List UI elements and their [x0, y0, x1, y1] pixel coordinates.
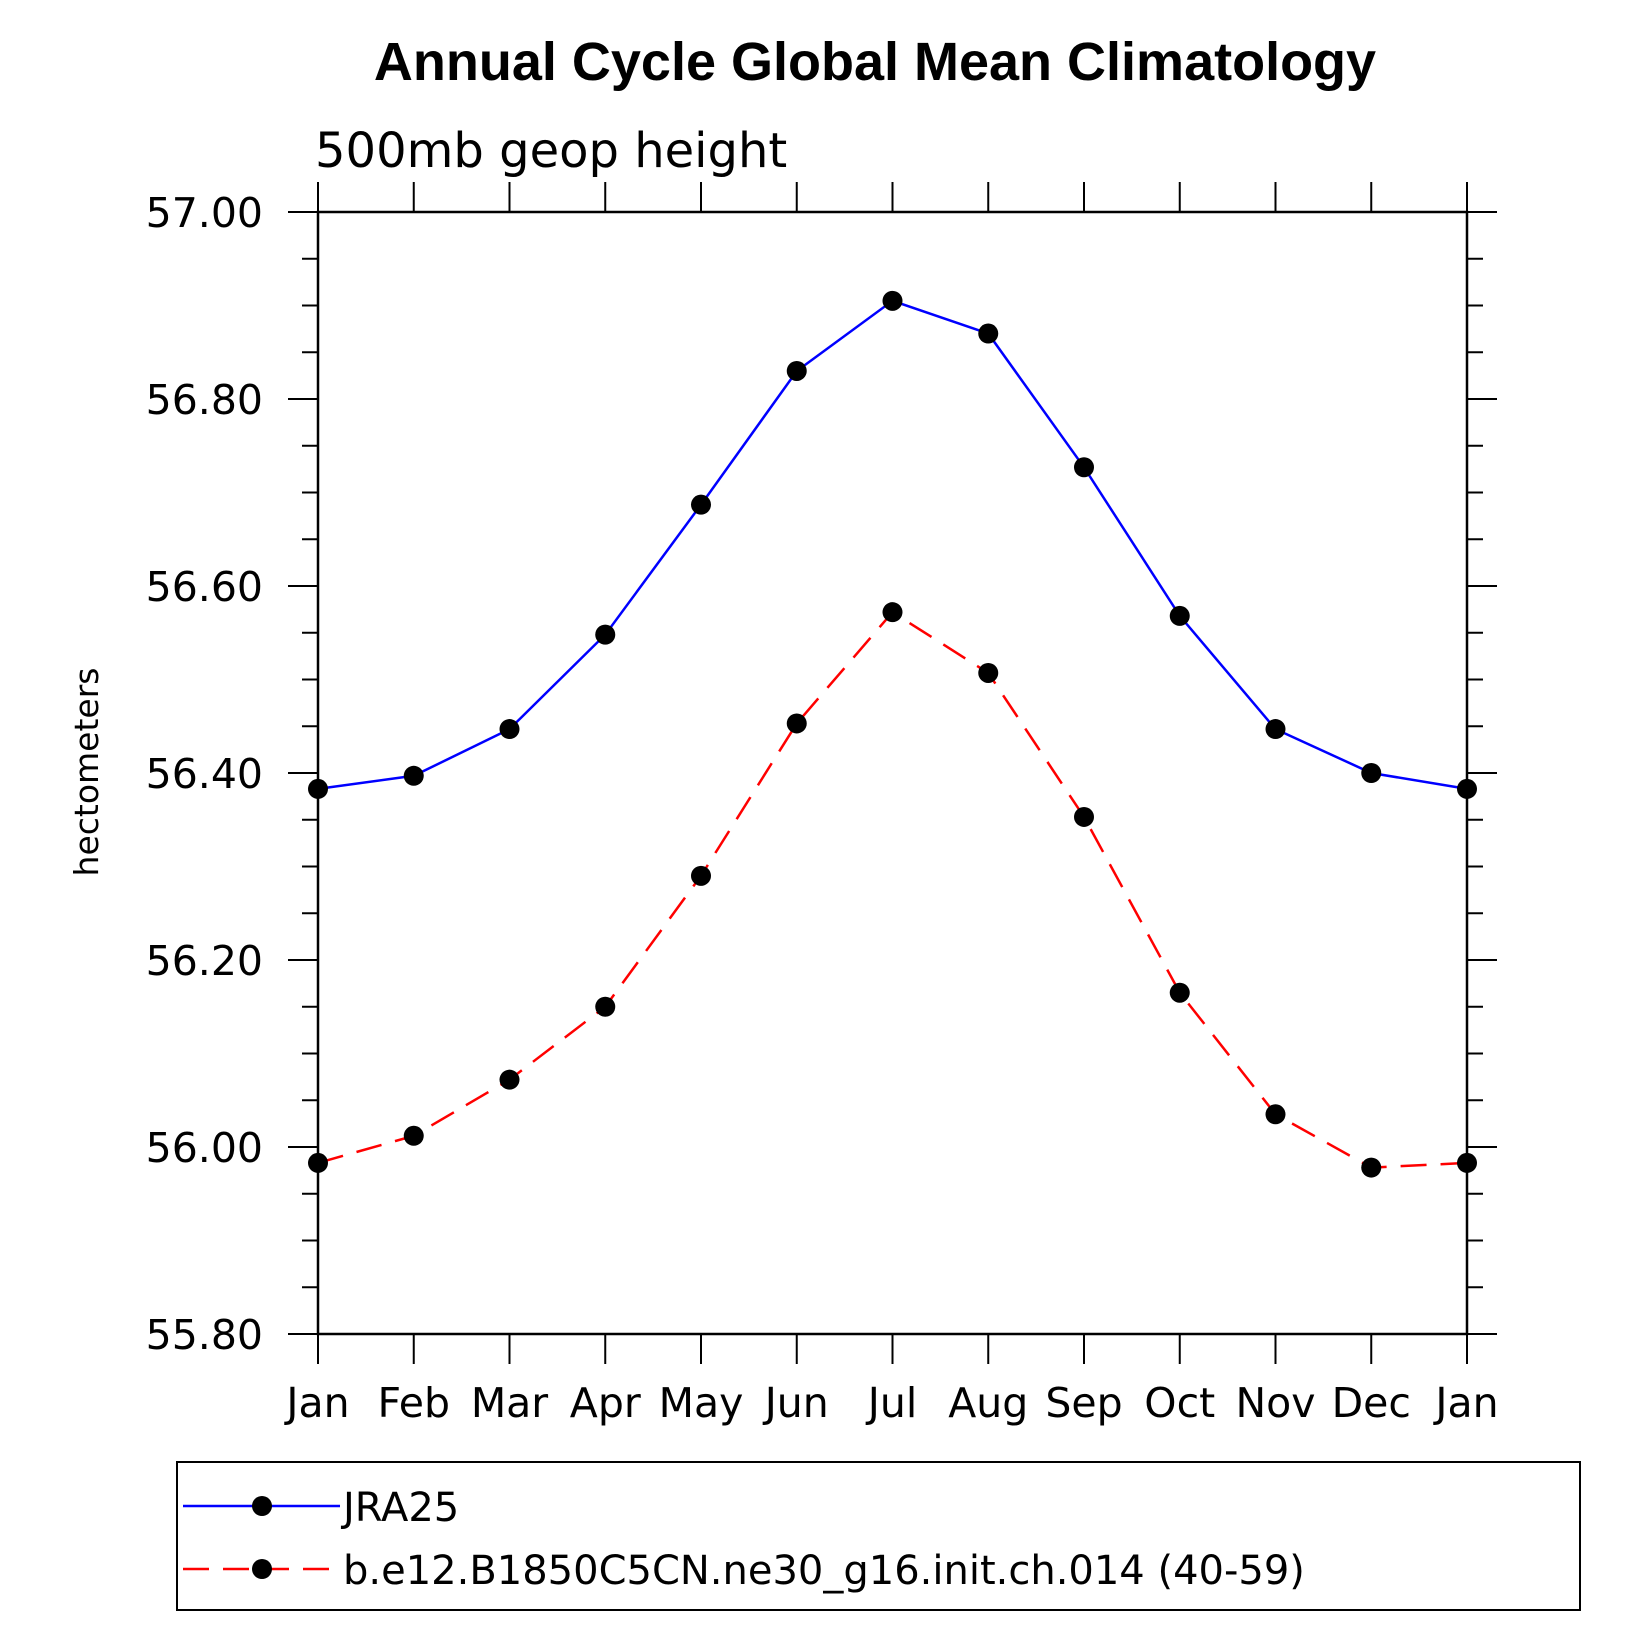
x-tick-label: Aug — [948, 1379, 1028, 1427]
data-point — [1169, 982, 1190, 1003]
x-tick-label: Sep — [1045, 1379, 1122, 1427]
data-point — [1265, 719, 1286, 740]
x-tick-label: Apr — [570, 1379, 641, 1427]
data-point — [1074, 457, 1094, 478]
data-point — [691, 494, 711, 515]
data-point — [882, 602, 903, 623]
y-tick-label: 56.00 — [146, 1124, 263, 1172]
data-point — [1265, 1104, 1286, 1125]
x-tick-label: Nov — [1235, 1379, 1315, 1427]
legend-box — [176, 1461, 1581, 1611]
data-point — [499, 719, 520, 740]
legend-label-0: JRA25 — [340, 1485, 459, 1531]
data-point — [1457, 778, 1477, 799]
x-tick-label: Oct — [1144, 1379, 1215, 1427]
legend-label-1: b.e12.B1850C5CN.ne30_g16.init.ch.014 (40… — [343, 1548, 1305, 1594]
y-tick-label: 56.40 — [146, 750, 263, 798]
data-point — [691, 865, 711, 886]
data-point — [978, 662, 999, 683]
series-line-1 — [317, 610, 1468, 1169]
data-point — [1361, 763, 1382, 783]
data-point — [882, 290, 903, 311]
plot-area: 55.80 56.00 56.20 56.40 56.60 56.80 57.00 Jan Fe… — [146, 182, 1499, 1427]
data-point — [403, 765, 424, 786]
chart-title: Annual Cycle Global Mean Climatology — [374, 32, 1376, 92]
x-tick-label: Mar — [471, 1379, 548, 1427]
x-tick-label: Jan — [1432, 1379, 1498, 1427]
x-tick-label: May — [659, 1379, 744, 1427]
chart-subtitle: 500mb geop height — [315, 123, 787, 179]
data-point — [403, 1125, 424, 1146]
plot-frame — [316, 210, 1469, 1336]
data-point — [308, 1152, 328, 1173]
data-point — [308, 778, 328, 799]
data-point — [1457, 1152, 1477, 1173]
y-tick-label: 56.20 — [146, 937, 263, 985]
series-line-0 — [317, 299, 1468, 791]
y-tick-label: 56.60 — [146, 563, 263, 611]
data-point — [1361, 1157, 1382, 1178]
y-tick-label: 56.80 — [146, 376, 263, 424]
y-axis-label: hectometers — [67, 668, 106, 877]
data-point — [786, 360, 807, 381]
data-point — [1169, 605, 1190, 626]
data-point — [978, 323, 999, 344]
data-point — [1074, 806, 1094, 827]
x-tick-label: Jun — [762, 1379, 829, 1427]
legend-marker — [252, 1496, 272, 1516]
x-tick-label: Dec — [1332, 1379, 1411, 1427]
y-tick-label: 57.00 — [146, 189, 263, 237]
data-point — [595, 624, 616, 645]
x-tick-label: Jan — [283, 1379, 349, 1427]
legend: JRA25 b.e12.B1850C5CN.ne30_g16.init.ch.01… — [176, 1461, 1581, 1611]
data-point — [499, 1069, 520, 1090]
data-point — [595, 996, 616, 1017]
x-tick-label: Jul — [865, 1379, 917, 1427]
data-point — [786, 713, 807, 734]
x-tick-label: Feb — [377, 1379, 450, 1427]
y-tick-label: 55.80 — [146, 1311, 263, 1359]
legend-marker — [252, 1559, 272, 1579]
